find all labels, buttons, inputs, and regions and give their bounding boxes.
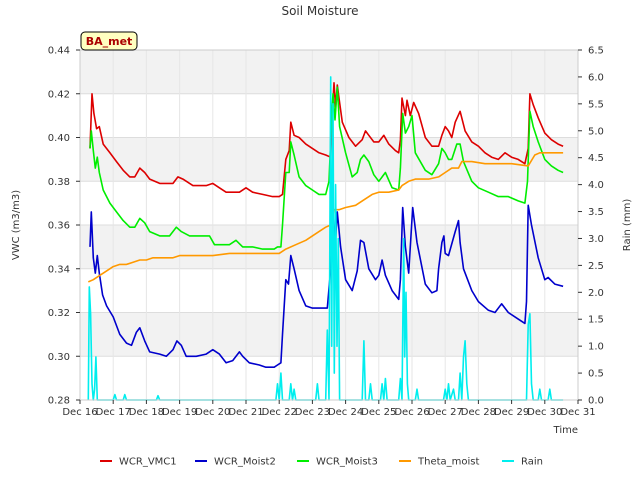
legend-entry: WCR_VMC1	[119, 457, 177, 468]
y-axis-title: VWC (m3/m3)	[11, 190, 22, 260]
y2-tick-label: 1.0	[588, 342, 604, 353]
y2-tick-label: 4.0	[588, 180, 604, 191]
x-tick-label: Dec 18	[129, 407, 164, 418]
legend-entry: Rain	[521, 457, 543, 468]
series-line-wcr-moist3	[89, 86, 564, 250]
x-tick-label: Dec 24	[328, 407, 363, 418]
y2-tick-label: 0.5	[588, 369, 604, 380]
x-tick-label: Dec 23	[295, 407, 330, 418]
x-tick-label: Dec 20	[195, 407, 230, 418]
x-tick-label: Dec 19	[162, 407, 197, 418]
plot-band	[80, 181, 578, 225]
y-tick-label: 0.32	[48, 308, 70, 319]
x-axis-title: Time	[553, 425, 578, 436]
y2-tick-label: 0.0	[588, 396, 604, 407]
y-tick-label: 0.44	[48, 46, 70, 57]
x-tick-label: Dec 29	[494, 407, 529, 418]
y-axis-left: 0.28 0.30 0.32 0.34 0.36 0.38 0.40 0.42 0.44	[48, 46, 80, 407]
y2-tick-label: 6.0	[588, 72, 604, 83]
plot-band	[80, 50, 578, 94]
legend: WCR_VMC1 WCR_Moist2 WCR_Moist3 Theta_moist R…	[100, 457, 543, 468]
y2-tick-label: 2.5	[588, 261, 604, 272]
station-badge: BA_met	[80, 31, 138, 51]
y-tick-label: 0.36	[48, 221, 70, 232]
y-tick-label: 0.40	[48, 133, 70, 144]
y2-tick-label: 2.0	[588, 288, 604, 299]
x-tick-label: Dec 17	[96, 407, 131, 418]
y-tick-label: 0.30	[48, 352, 70, 363]
plot-background	[80, 50, 578, 400]
y2-tick-label: 5.0	[588, 126, 604, 137]
x-tick-label: Dec 16	[62, 407, 97, 418]
plot-band	[80, 93, 578, 138]
x-tick-label: Dec 21	[228, 407, 263, 418]
x-tick-label: Dec 25	[361, 407, 396, 418]
y2-axis-title: Rain (mm)	[622, 199, 633, 252]
x-tick-label: Dec 28	[461, 407, 496, 418]
y2-tick-label: 5.5	[588, 99, 604, 110]
x-tick-label: Dec 27	[428, 407, 463, 418]
y-tick-label: 0.38	[48, 177, 70, 188]
y2-tick-label: 1.5	[588, 315, 604, 326]
station-badge-label: BA_met	[86, 35, 133, 48]
legend-entry: WCR_Moist3	[316, 457, 378, 468]
y2-tick-label: 3.5	[588, 207, 604, 218]
y2-tick-label: 4.5	[588, 153, 604, 164]
x-tick-label: Dec 30	[527, 407, 562, 418]
x-tick-label: Dec 26	[394, 407, 429, 418]
y-tick-label: 0.42	[48, 89, 70, 100]
y2-tick-label: 3.0	[588, 234, 604, 245]
legend-entry: Theta_moist	[417, 457, 479, 468]
y-axis-right: 0.0 0.5 1.0 1.5 2.0 2.5 3.0 3.5 4.0 4.5 5.0 5.5 6.0 6…	[578, 46, 604, 407]
legend-entry: WCR_Moist2	[214, 457, 276, 468]
y-tick-label: 0.34	[48, 264, 70, 275]
y-tick-label: 0.28	[48, 396, 70, 407]
chart-title: Soil Moisture	[281, 4, 358, 18]
x-tick-label: Dec 31	[560, 407, 595, 418]
y2-tick-label: 6.5	[588, 46, 604, 57]
station-badge-box	[80, 31, 138, 51]
series-line-wcr-vmc1	[89, 82, 564, 198]
x-tick-label: Dec 22	[262, 407, 297, 418]
